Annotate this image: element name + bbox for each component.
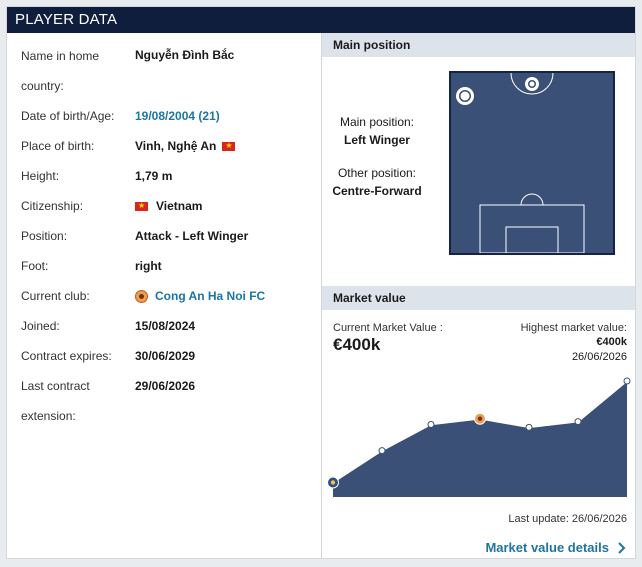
other-position-marker — [525, 77, 539, 91]
market-value-area — [333, 381, 627, 497]
vietnam-flag-icon — [222, 139, 236, 153]
current-market-value: €400k — [333, 335, 381, 354]
other-position-info: Other position: Centre-Forward — [322, 164, 432, 200]
pitch-diagram — [449, 71, 615, 255]
value-citizenship: Vietnam — [135, 196, 202, 216]
right-panel: Main position Main position: Left Winger… — [322, 33, 635, 559]
highest-market-value-date: 26/06/2026 — [571, 351, 627, 363]
market-value-point[interactable] — [378, 447, 386, 455]
label-name-home-country: Name in home country: — [21, 49, 100, 93]
penalty-area — [479, 204, 585, 254]
market-value-point[interactable] — [574, 418, 582, 426]
market-value-chart — [327, 377, 631, 497]
market-value-point[interactable] — [427, 421, 435, 428]
market-value-point[interactable] — [474, 412, 486, 425]
market-value-panel: Current Market Value : €400k Highest mar… — [322, 303, 635, 559]
label-joined: Joined: — [21, 319, 60, 333]
label-current-club: Current club: — [21, 289, 90, 303]
last-update-text: Last update: 26/06/2026 — [508, 513, 627, 525]
value-contract-expires: 30/06/2029 — [135, 349, 196, 363]
label-position: Position: — [21, 229, 68, 243]
club-crest-icon — [135, 289, 148, 303]
value-height: 1,79 m — [135, 169, 173, 183]
market-value-point[interactable] — [623, 377, 631, 385]
highest-market-value-label: Highest market value: — [520, 322, 627, 334]
main-position-value: Left Winger — [344, 133, 410, 147]
center-circle-arc — [510, 72, 554, 95]
main-position-marker — [456, 87, 474, 105]
value-joined: 15/08/2024 — [135, 319, 196, 333]
vietnam-flag-icon — [135, 199, 148, 213]
value-date-of-birth[interactable]: 19/08/2004 (21) — [135, 109, 220, 123]
value-last-contract-extension: 29/06/2026 — [135, 379, 196, 393]
label-last-contract-extension: Last contract extension: — [21, 379, 90, 423]
other-position-label: Other position: — [337, 166, 417, 180]
other-position-value: Centre-Forward — [332, 184, 422, 198]
label-height: Height: — [21, 169, 60, 183]
market-value-point[interactable] — [525, 423, 533, 431]
label-foot: Foot: — [21, 259, 49, 273]
current-market-value-label: Current Market Value : — [333, 322, 443, 334]
highest-market-value: €400k — [596, 336, 627, 348]
label-contract-expires: Contract expires: — [21, 349, 112, 363]
player-data-card: PLAYER DATA Name in home country: Nguyễn… — [6, 6, 636, 559]
penalty-arc — [520, 193, 544, 206]
main-position-info: Main position: Left Winger — [322, 113, 432, 149]
player-data-panel: Name in home country: Nguyễn Đình Bắc Da… — [7, 33, 322, 559]
label-date-of-birth: Date of birth/Age: — [21, 109, 115, 123]
label-place-of-birth: Place of birth: — [21, 139, 95, 153]
main-position-label: Main position: — [339, 115, 415, 129]
value-place-of-birth: Vinh, Nghệ An — [135, 136, 236, 156]
market-value-details-link[interactable]: Market value details — [485, 540, 627, 555]
value-name-home-country: Nguyễn Đình Bắc — [135, 48, 235, 62]
label-citizenship: Citizenship: — [21, 199, 84, 213]
card-title: PLAYER DATA — [7, 7, 635, 33]
value-foot: right — [135, 259, 162, 273]
pitch-lines — [456, 72, 585, 254]
goal-area — [505, 226, 559, 254]
value-current-club[interactable]: Cong An Ha Noi FC — [135, 286, 265, 306]
value-position: Attack - Left Winger — [135, 229, 249, 243]
chevron-right-icon[interactable] — [617, 541, 627, 554]
market-value-details-label[interactable]: Market value details — [485, 540, 609, 555]
market-value-point[interactable] — [327, 476, 339, 489]
main-position-header: Main position — [322, 33, 635, 57]
market-value-header: Market value — [322, 286, 635, 310]
